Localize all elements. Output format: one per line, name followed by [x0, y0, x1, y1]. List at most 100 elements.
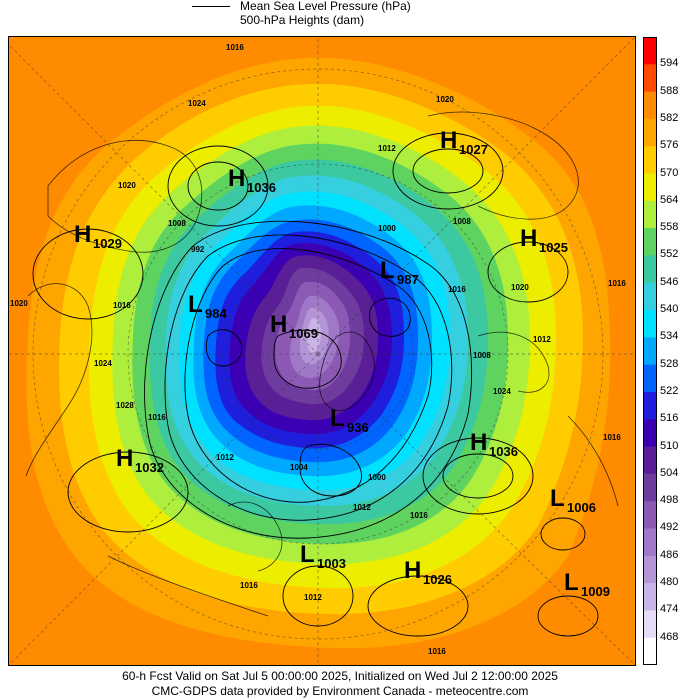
isobar-label: 1016	[448, 285, 466, 294]
graticule	[8, 36, 636, 666]
isobar-label: 1016	[603, 433, 621, 442]
color-scale-tick-label: 516	[660, 412, 679, 425]
color-scale-tick-label: 558	[660, 221, 679, 234]
isobar-label: 1024	[188, 99, 206, 108]
isobar-label: 1016	[608, 279, 626, 288]
svg-text:H: H	[470, 429, 487, 456]
color-scale-swatch	[643, 528, 657, 557]
svg-text:H: H	[74, 221, 91, 248]
color-scale-tick-label: 474	[660, 603, 679, 616]
isobar-label: 1012	[533, 335, 551, 344]
svg-text:987: 987	[397, 272, 419, 287]
pressure-center-low: L 1006	[550, 485, 596, 515]
isobar-label: 1008	[453, 217, 471, 226]
svg-text:H: H	[228, 165, 245, 192]
isobars	[32, 132, 599, 637]
weather-map: 1016 1024 1020 1012 1020 1008 1008 1000 …	[8, 36, 636, 666]
isobar-label: 1028	[116, 401, 134, 410]
pressure-center-high: H 1025	[520, 225, 568, 255]
color-scale-bar	[643, 37, 657, 665]
svg-text:984: 984	[205, 306, 227, 321]
color-scale-tick-label: 510	[660, 439, 679, 452]
isobar-label: 1016	[113, 301, 131, 310]
svg-text:1032: 1032	[135, 460, 164, 475]
color-scale-swatch	[643, 64, 657, 93]
color-scale-swatch	[643, 146, 657, 175]
color-scale-swatch	[643, 364, 657, 393]
isobar-label: 992	[191, 245, 205, 254]
svg-text:1029: 1029	[93, 236, 122, 251]
isobar-label: 1012	[304, 593, 322, 602]
color-scale-swatch	[643, 501, 657, 529]
pressure-center-labels: H 1027 H 1036 H 1029 H 1025 L 987 L 984 H 1069 …	[74, 127, 610, 599]
pressure-center-low: L 1009	[564, 569, 610, 599]
isobar-label: 1016	[410, 511, 428, 520]
color-scale-tick-label: 468	[660, 630, 679, 643]
isobar-label: 1016	[226, 43, 244, 52]
isobar-label: 1008	[473, 351, 491, 360]
isobar-label: 1020	[10, 299, 28, 308]
data-credit-text: CMC-GDPS data provided by Environment Ca…	[151, 684, 529, 698]
color-scale-tick-label: 576	[660, 139, 679, 152]
legend-line-sample	[192, 6, 230, 7]
color-scale-swatch	[643, 391, 657, 420]
svg-text:1009: 1009	[581, 584, 610, 599]
color-scale-tick-label: 540	[660, 303, 679, 316]
isobar-label: 1000	[368, 473, 386, 482]
legend-heights-label: 500-hPa Heights (dam)	[240, 13, 365, 27]
color-scale-tick-label: 594	[660, 57, 679, 70]
isobar-label: 1000	[378, 224, 396, 233]
pressure-center-low: L 1003	[300, 541, 346, 571]
color-scale-tick-label: 582	[660, 111, 679, 124]
isobar-label: 1012	[378, 144, 396, 153]
pressure-center-high: H 1026	[404, 557, 452, 587]
svg-text:L: L	[330, 405, 345, 432]
svg-text:L: L	[300, 541, 315, 568]
isobar-label: 1024	[493, 387, 511, 396]
color-scale-swatch	[643, 473, 657, 502]
color-scale-tick-label: 534	[660, 330, 679, 343]
color-scale-swatch	[643, 637, 657, 665]
isobar-label: 1016	[240, 581, 258, 590]
color-scale-swatch	[643, 118, 657, 147]
color-scale-swatch	[643, 610, 657, 639]
svg-text:H: H	[270, 311, 287, 338]
svg-text:1036: 1036	[247, 180, 276, 195]
color-scale-swatch	[643, 583, 657, 611]
svg-text:H: H	[440, 127, 457, 154]
color-scale-tick-label: 498	[660, 494, 679, 507]
color-scale-tick-label: 564	[660, 193, 679, 206]
color-scale-tick-label: 522	[660, 384, 679, 397]
svg-text:L: L	[564, 569, 579, 596]
isobar-label: 1012	[216, 453, 234, 462]
color-scale-tick-label: 546	[660, 275, 679, 288]
svg-text:1026: 1026	[423, 572, 452, 587]
color-scale-tick-label: 528	[660, 357, 679, 370]
svg-text:1036: 1036	[489, 444, 518, 459]
svg-text:L: L	[380, 257, 395, 284]
continent-outlines	[25, 111, 619, 617]
color-scale-tick-label: 504	[660, 466, 679, 479]
color-scale-swatch	[643, 255, 657, 284]
color-scale-swatch	[643, 419, 657, 448]
color-scale-swatch	[643, 37, 657, 65]
color-scale-tick-label: 492	[660, 521, 679, 534]
isobar-label: 1020	[511, 283, 529, 292]
color-scale-tick-label: 486	[660, 548, 679, 561]
isobar-label: 1016	[428, 647, 446, 656]
pressure-center-high: H 1032	[116, 445, 164, 475]
color-scale-swatch	[643, 228, 657, 256]
svg-text:H: H	[116, 445, 133, 472]
isobar-label: 1024	[94, 359, 112, 368]
color-scale-swatch	[643, 310, 657, 338]
height-band-474	[307, 318, 321, 353]
color-scale-swatch	[643, 555, 657, 584]
svg-text:H: H	[404, 557, 421, 584]
color-scale-swatch	[643, 337, 657, 366]
color-scale-swatch	[643, 200, 657, 229]
map-frame	[8, 36, 636, 666]
color-scale-tick-label: 480	[660, 576, 679, 589]
pressure-center-low: L 984	[188, 291, 227, 321]
color-scale-swatch	[643, 173, 657, 202]
color-scale-swatch	[643, 91, 657, 120]
